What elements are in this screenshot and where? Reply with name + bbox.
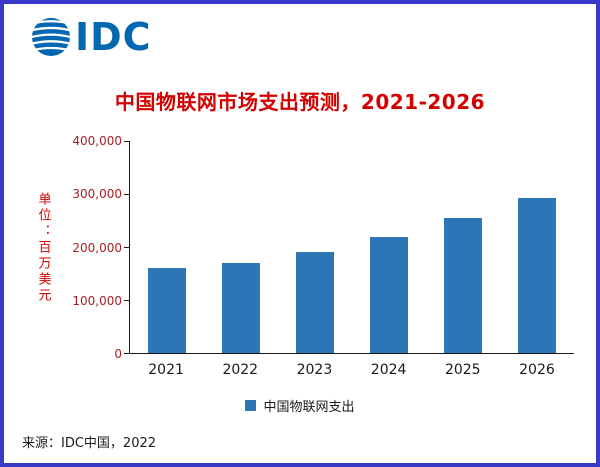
y-axis-labels: 0 100,000 200,000 300,000 400,000 xyxy=(54,134,122,361)
chart-title: 中国物联网市场支出预测，2021-2026 xyxy=(114,90,486,114)
bar xyxy=(518,197,556,353)
y-tick-label: 400,000 xyxy=(72,134,122,148)
bar-column xyxy=(352,141,426,353)
bar xyxy=(444,217,482,353)
x-axis-label: 2023 xyxy=(296,362,333,378)
x-axis-label: 2025 xyxy=(444,362,481,378)
legend: 中国物联网支出 xyxy=(4,396,596,415)
bar-column xyxy=(278,141,352,353)
logo-text: IDC xyxy=(75,15,152,59)
legend-label: 中国物联网支出 xyxy=(263,400,355,415)
idc-logo: IDC xyxy=(30,16,152,58)
x-axis-label: 2021 xyxy=(148,362,184,378)
source-text: 来源：IDC中国，2022 xyxy=(22,436,157,451)
x-axis-labels: 2021 2022 2023 2024 2025 2026 xyxy=(129,362,574,378)
y-tick-label: 300,000 xyxy=(72,187,122,202)
y-tick-mark xyxy=(124,193,130,195)
y-axis-title: 单位：百万美元 xyxy=(35,191,51,304)
x-axis-label: 2026 xyxy=(519,362,555,378)
y-tick-label: 100,000 xyxy=(72,293,122,308)
legend-swatch xyxy=(245,400,257,411)
y-tick-label: 200,000 xyxy=(72,240,122,255)
bar-column xyxy=(204,141,278,353)
bar xyxy=(148,268,186,353)
bar-column xyxy=(500,141,574,353)
x-axis-label: 2024 xyxy=(370,362,407,378)
plot-area xyxy=(124,140,574,354)
bar xyxy=(222,262,260,353)
y-tick-label: 0 xyxy=(114,347,122,361)
bar-column xyxy=(426,141,500,353)
y-tick-mark xyxy=(124,140,130,142)
bar-column xyxy=(130,141,204,353)
bar xyxy=(370,237,408,353)
y-tick-mark xyxy=(124,299,130,301)
bar xyxy=(296,252,334,353)
globe-icon xyxy=(30,16,72,58)
y-tick-mark xyxy=(124,246,130,248)
x-axis-label: 2022 xyxy=(222,362,259,378)
y-tick-mark xyxy=(124,352,130,354)
